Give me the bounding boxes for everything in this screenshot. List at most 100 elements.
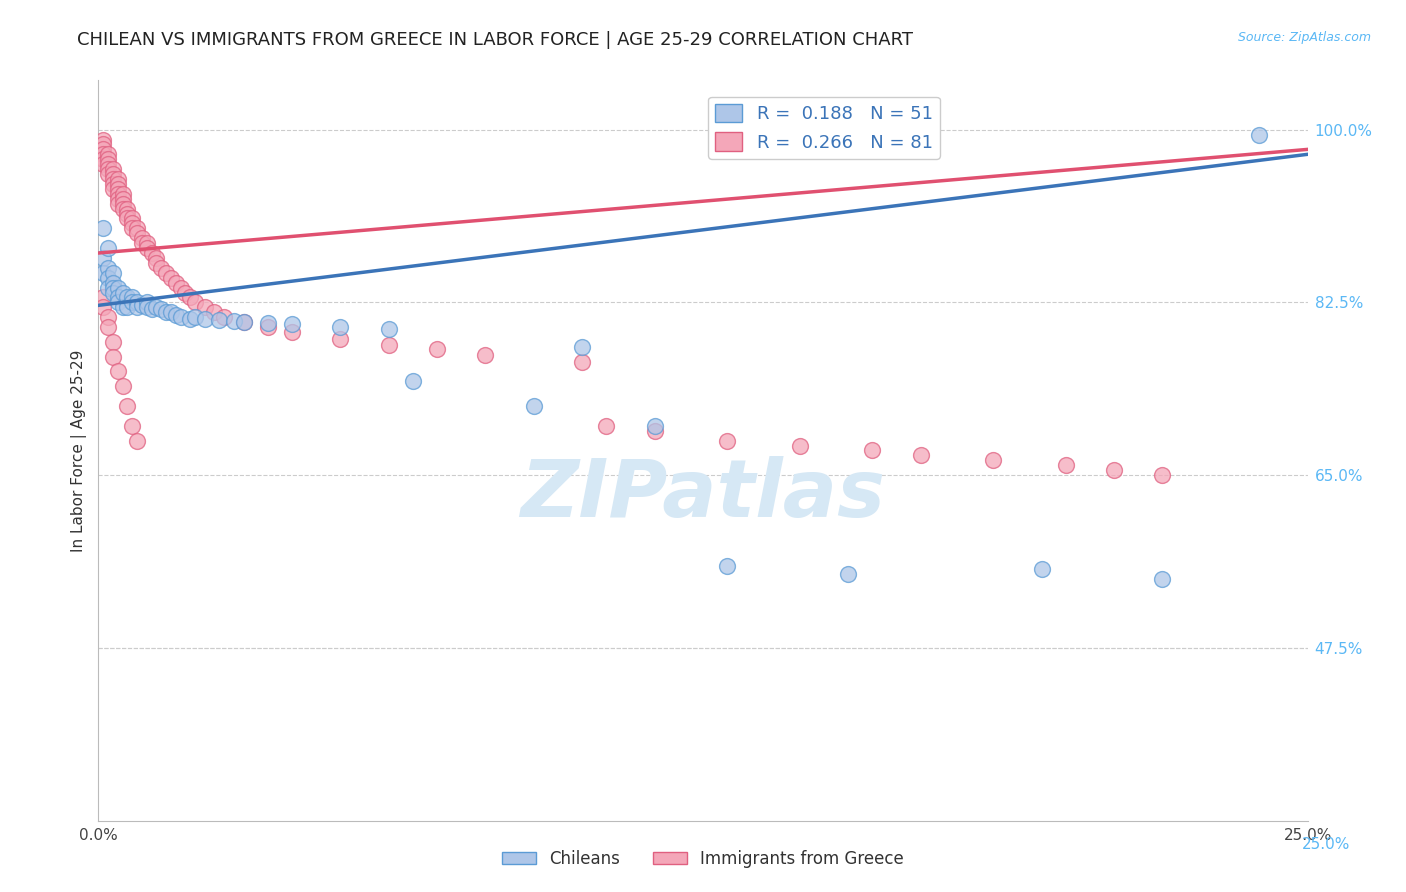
Point xyxy=(91,153,114,167)
Point xyxy=(174,285,197,300)
Point xyxy=(127,301,149,315)
Point xyxy=(329,320,352,334)
Point xyxy=(155,305,177,319)
Legend: Chileans, Immigrants from Greece: Chileans, Immigrants from Greece xyxy=(496,844,910,875)
Point xyxy=(165,276,187,290)
Point xyxy=(97,320,120,334)
Point xyxy=(165,308,187,322)
Point xyxy=(101,334,124,349)
Point xyxy=(135,236,157,251)
Point xyxy=(644,418,666,433)
Point xyxy=(145,301,167,315)
Point xyxy=(789,438,811,452)
Legend: R =  0.188   N = 51, R =  0.266   N = 81: R = 0.188 N = 51, R = 0.266 N = 81 xyxy=(709,96,939,159)
Point xyxy=(135,301,157,315)
Point xyxy=(107,196,129,211)
Point xyxy=(91,301,114,315)
Point xyxy=(1249,128,1271,142)
Point xyxy=(981,453,1004,467)
Point xyxy=(111,192,134,206)
Point xyxy=(97,241,120,255)
Point xyxy=(107,280,129,294)
Point xyxy=(91,221,114,235)
Point xyxy=(107,177,129,191)
Point xyxy=(131,236,153,251)
Point xyxy=(1031,562,1053,576)
Point xyxy=(145,251,167,265)
Point xyxy=(127,295,149,310)
Point xyxy=(91,266,114,280)
Point xyxy=(101,285,124,300)
Point xyxy=(571,354,593,368)
Point xyxy=(179,290,201,304)
Text: 25.0%: 25.0% xyxy=(1302,837,1350,852)
Point xyxy=(208,313,231,327)
Point xyxy=(111,379,134,393)
Point xyxy=(91,132,114,146)
Point xyxy=(232,315,254,329)
Point xyxy=(474,348,496,362)
Point xyxy=(131,298,153,312)
Point xyxy=(131,231,153,245)
Point xyxy=(184,310,207,325)
Point xyxy=(204,305,226,319)
Point xyxy=(426,342,449,356)
Point xyxy=(150,260,173,275)
Point xyxy=(107,295,129,310)
Point xyxy=(101,276,124,290)
Point xyxy=(571,340,593,354)
Point xyxy=(179,312,201,326)
Point xyxy=(97,147,120,161)
Point xyxy=(860,443,883,458)
Point xyxy=(97,162,120,177)
Point xyxy=(523,399,546,413)
Point xyxy=(837,566,859,581)
Point xyxy=(111,196,134,211)
Point xyxy=(145,256,167,270)
Point xyxy=(1152,572,1174,586)
Point xyxy=(111,301,134,315)
Point xyxy=(101,167,124,181)
Point xyxy=(281,317,304,331)
Point xyxy=(155,266,177,280)
Point xyxy=(117,206,139,220)
Point xyxy=(121,295,143,310)
Point xyxy=(256,320,278,334)
Point xyxy=(117,290,139,304)
Point xyxy=(97,280,120,294)
Point xyxy=(111,202,134,216)
Point xyxy=(127,227,149,241)
Point xyxy=(910,449,932,463)
Point xyxy=(1152,468,1174,483)
Point xyxy=(135,241,157,255)
Point xyxy=(101,182,124,196)
Point xyxy=(1102,463,1125,477)
Point xyxy=(111,186,134,201)
Point xyxy=(101,350,124,364)
Point xyxy=(135,295,157,310)
Point xyxy=(256,316,278,330)
Point xyxy=(160,305,183,319)
Point xyxy=(150,302,173,317)
Point xyxy=(111,285,134,300)
Point xyxy=(595,418,617,433)
Point xyxy=(97,270,120,285)
Point xyxy=(194,312,217,326)
Point xyxy=(184,295,207,310)
Point xyxy=(121,216,143,230)
Point xyxy=(160,270,183,285)
Point xyxy=(97,167,120,181)
Point xyxy=(91,142,114,156)
Point xyxy=(644,424,666,438)
Point xyxy=(91,147,114,161)
Point xyxy=(101,177,124,191)
Point xyxy=(121,221,143,235)
Point xyxy=(97,157,120,171)
Point xyxy=(1054,458,1077,473)
Point xyxy=(281,325,304,339)
Point xyxy=(377,338,399,352)
Point xyxy=(117,202,139,216)
Point xyxy=(127,221,149,235)
Point xyxy=(329,332,352,346)
Point xyxy=(169,280,191,294)
